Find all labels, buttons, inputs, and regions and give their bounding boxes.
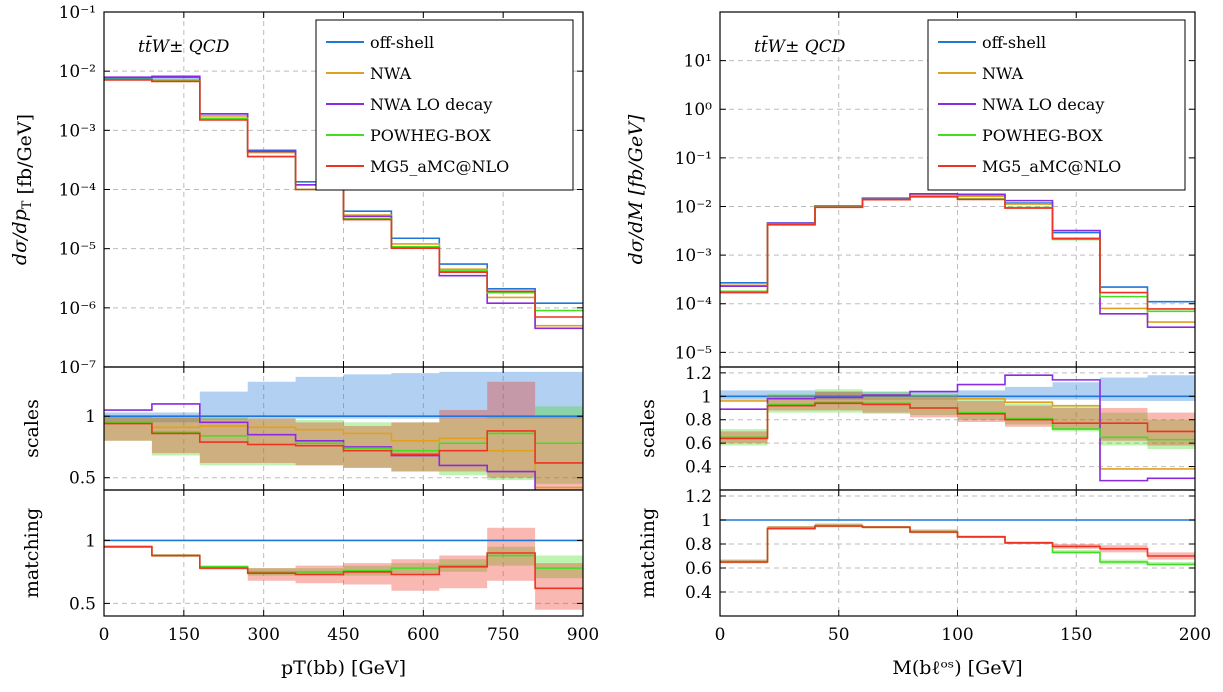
series-mg5-amc-nlo (720, 525, 1195, 563)
x-tick-label: 0 (715, 625, 726, 645)
band-powheg-box (720, 389, 1195, 449)
x-tick-label: 150 (168, 625, 200, 645)
x-axis-label: pT(bb) [GeV] (281, 657, 406, 679)
grid (720, 490, 1195, 616)
x-tick-label: 300 (247, 625, 279, 645)
y-tick-label: 1.2 (685, 364, 712, 384)
y-axis-label-part: [fb/GeV] (14, 114, 36, 201)
legend-label: NWA (370, 64, 412, 83)
y-tick-label: 10¹ (684, 52, 712, 72)
y-axis-label: matching (21, 508, 43, 598)
panel-main: 10¹ 10⁰ 10⁻¹ 10⁻² 10⁻³ 10⁻⁴ 10⁻⁵ dσ/dM [fb/GeV] (625, 11, 1196, 368)
legend: off-shell NWA NWA LO decay POWHEG-BOX MG5_aM… (927, 19, 1186, 191)
y-tick-label: 10⁻⁴ (675, 295, 713, 315)
y-tick-label: 1 (701, 511, 712, 531)
legend: off-shell NWA NWA LO decay POWHEG-BOX MG5_aM… (315, 19, 574, 191)
band-mg5-amc-nlo (104, 527, 583, 610)
y-axis-label: scales (21, 399, 43, 458)
legend-label: NWA (982, 64, 1024, 83)
x-tick-label: 200 (1179, 625, 1211, 645)
y-tick-label: 0.6 (685, 434, 712, 454)
chart-m-blos: 10¹ 10⁰ 10⁻¹ 10⁻² 10⁻³ 10⁻⁴ 10⁻⁵ dσ/dM [fb/GeV]… (625, 11, 1211, 679)
panel-scales: 1 0.5 scales (21, 366, 584, 491)
y-tick-label: 10⁻² (675, 197, 712, 217)
band-off-shell (720, 375, 1195, 401)
x-tick-label: 100 (941, 625, 973, 645)
panel-matching: 1 0.5 matching (21, 489, 584, 617)
y-tick-label: 0.4 (685, 458, 712, 478)
legend-label: NWA LO decay (982, 95, 1104, 114)
legend-label: POWHEG-BOX (982, 126, 1103, 145)
y-tick-label: 0.4 (685, 583, 712, 603)
y-tick-label: 10⁻⁷ (59, 358, 97, 378)
y-tick-label: 1 (85, 407, 96, 427)
plot-body (720, 374, 1195, 482)
series-mg5-amc-nlo (720, 196, 1195, 310)
band-mg5-amc-nlo (720, 391, 1195, 446)
y-tick-label: 10⁻³ (675, 246, 712, 266)
legend-label: off-shell (370, 33, 434, 52)
y-tick-label: 10⁰ (684, 100, 713, 120)
process-annotation: tt̄W± QCD (138, 34, 230, 57)
legend-label: MG5_aMC@NLO (370, 157, 509, 176)
y-tick-label: 1 (701, 387, 712, 407)
y-axis-label-part: dσ/dM [fb/GeV] (625, 114, 647, 264)
plot-body (104, 75, 583, 330)
plot-body (104, 371, 583, 490)
y-tick-label: 0.8 (685, 535, 712, 555)
series-mg5-amc-nlo (720, 402, 1195, 440)
series-mg5-amc-nlo (104, 79, 583, 318)
y-tick-label: 10⁻¹ (675, 149, 712, 169)
series-nwa-lo-decay (720, 374, 1195, 482)
panel-main: 10⁻¹ 10⁻² 10⁻³ 10⁻⁴ 10⁻⁵ 10⁻⁶ 10⁻⁷ dσ/dpT [fb/G… (9, 3, 584, 378)
legend-label: off-shell (982, 33, 1046, 52)
x-tick-label: 0 (99, 625, 110, 645)
legend-label: MG5_aMC@NLO (982, 157, 1121, 176)
band-off-shell (104, 371, 583, 423)
y-tick-label: 0.5 (69, 594, 96, 614)
x-tick-label: 450 (327, 625, 359, 645)
y-tick-label: 1 (85, 531, 96, 551)
y-tick-label: 10⁻⁵ (59, 240, 97, 260)
y-axis-label: dσ/dpT [fb/GeV] (9, 114, 36, 265)
legend-label: POWHEG-BOX (370, 126, 491, 145)
y-tick-label: 0.6 (685, 559, 712, 579)
panel-matching: 1.2 1 0.8 0.6 0.4 matching (637, 487, 1196, 617)
x-tick-label: 150 (1060, 625, 1092, 645)
y-tick-label: 10⁻¹ (59, 3, 96, 23)
x-tick-label: 900 (567, 625, 599, 645)
plot-body (720, 193, 1195, 328)
y-tick-label: 0.5 (69, 469, 96, 489)
band-powheg-box (104, 545, 583, 579)
y-tick-label: 10⁻⁵ (675, 343, 713, 363)
y-tick-label: 10⁻⁴ (59, 181, 97, 201)
x-tick-label: 50 (828, 625, 850, 645)
y-tick-label: 0.8 (685, 411, 712, 431)
y-tick-label: 10⁻² (59, 62, 96, 82)
y-tick-label: 10⁻⁶ (59, 299, 97, 319)
series-mg5-amc-nlo (104, 545, 583, 590)
x-tick-label: 600 (407, 625, 439, 645)
process-annotation: tt̄W± QCD (754, 34, 846, 57)
legend-label: NWA LO decay (370, 95, 492, 114)
y-axis-label-sub: T (20, 200, 35, 209)
y-axis-label: dσ/dM [fb/GeV] (625, 114, 647, 264)
y-axis-label: scales (637, 399, 659, 458)
x-tick-label: 750 (487, 625, 519, 645)
y-axis-label-part: dσ/dp (9, 209, 31, 265)
y-tick-label: 1.2 (685, 487, 712, 507)
x-axis-label: M(bℓᵒˢ) [GeV] (892, 657, 1022, 679)
chart-pt-bb: 10⁻¹ 10⁻² 10⁻³ 10⁻⁴ 10⁻⁵ 10⁻⁶ 10⁻⁷ dσ/dpT [fb/G… (9, 3, 599, 679)
y-tick-label: 10⁻³ (59, 121, 96, 141)
band-mg5-amc-nlo (104, 381, 583, 490)
series-mg5-amc-nlo (104, 422, 583, 464)
plot-body (104, 527, 583, 610)
plot-body (720, 519, 1195, 566)
panel-scales: 1.2 1 0.8 0.6 0.4 scales (637, 364, 1196, 491)
y-axis-label: matching (637, 508, 659, 598)
